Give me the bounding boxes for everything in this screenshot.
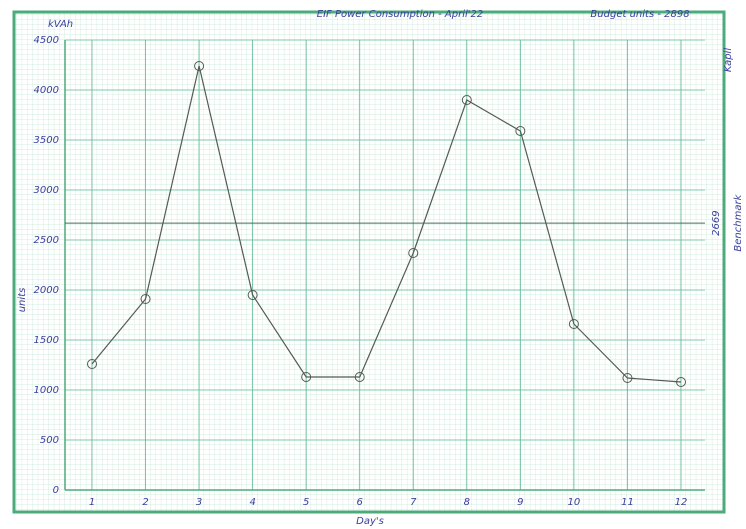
data-point	[408, 248, 419, 258]
data-point	[461, 95, 472, 105]
y-tick-label: 3000	[34, 185, 59, 196]
x-tick-label: 4	[249, 497, 255, 508]
brand: Kapil	[723, 48, 734, 72]
y-tick-label: 4500	[34, 35, 59, 46]
x-tick-label: 6	[357, 497, 363, 508]
benchmark-name: Benchmark	[733, 193, 744, 251]
data-point	[247, 290, 258, 300]
y-tick-label: 1000	[34, 385, 59, 396]
y-tick-label: 2500	[34, 235, 59, 246]
y-tick-label: 4000	[34, 85, 59, 96]
data-point	[354, 372, 365, 382]
data-point	[515, 126, 526, 136]
x-tick-label: 2	[142, 497, 148, 508]
data-point	[622, 373, 633, 383]
data-point	[301, 372, 312, 382]
benchmark-value: 2669	[711, 210, 722, 235]
data-line	[91, 65, 682, 383]
data-point	[140, 294, 151, 304]
x-axis-label: Day's	[356, 516, 384, 527]
y-tick-label: 500	[40, 435, 59, 446]
x-tick-label: 10	[568, 497, 581, 508]
x-tick-label: 5	[303, 497, 309, 508]
y-tick-label: 1500	[34, 335, 59, 346]
graph-paper	[14, 12, 724, 512]
paper-border	[12, 10, 726, 514]
y-tick-label: 0	[53, 485, 59, 496]
data-point	[194, 61, 205, 71]
x-tick-label: 11	[621, 497, 634, 508]
chart-title: EIF Power Consumption - April'22	[317, 9, 484, 20]
x-tick-label: 7	[410, 497, 417, 508]
subtitle: Budget units - 2898	[590, 9, 689, 20]
x-tick-label: 9	[517, 497, 523, 508]
x-tick-label: 1	[89, 497, 95, 508]
y-tick-label: 2000	[34, 285, 59, 296]
data-point	[676, 377, 686, 387]
y-unit: kVAh	[48, 19, 73, 30]
y-axis-label: units	[17, 288, 28, 313]
y-tick-label: 3500	[34, 135, 59, 146]
data-point	[568, 319, 579, 329]
data-point	[87, 359, 97, 369]
x-tick-label: 8	[464, 497, 470, 508]
x-tick-label: 3	[196, 497, 202, 508]
x-tick-label: 12	[675, 497, 688, 508]
